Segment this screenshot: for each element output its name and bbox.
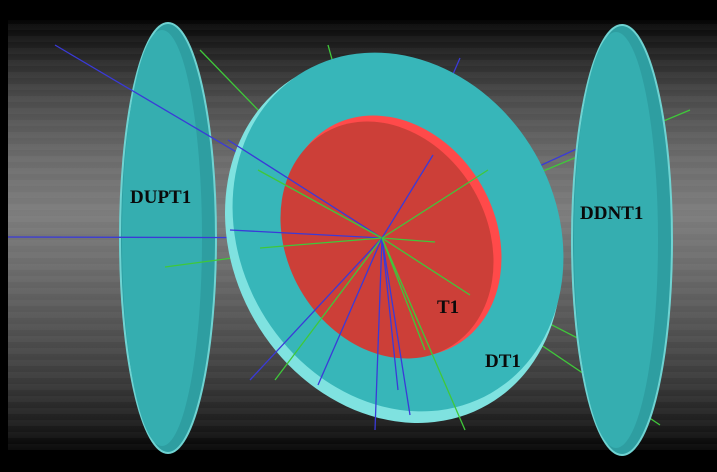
- ddnt1-label: DDNT1: [580, 203, 643, 224]
- dt1-label: DT1: [485, 351, 521, 372]
- ddnt1-disk: [571, 24, 673, 456]
- t1-target: [280, 115, 502, 359]
- t1-label: T1: [437, 297, 459, 318]
- tracks-front: [227, 139, 489, 431]
- dupt1-label: DUPT1: [130, 187, 191, 208]
